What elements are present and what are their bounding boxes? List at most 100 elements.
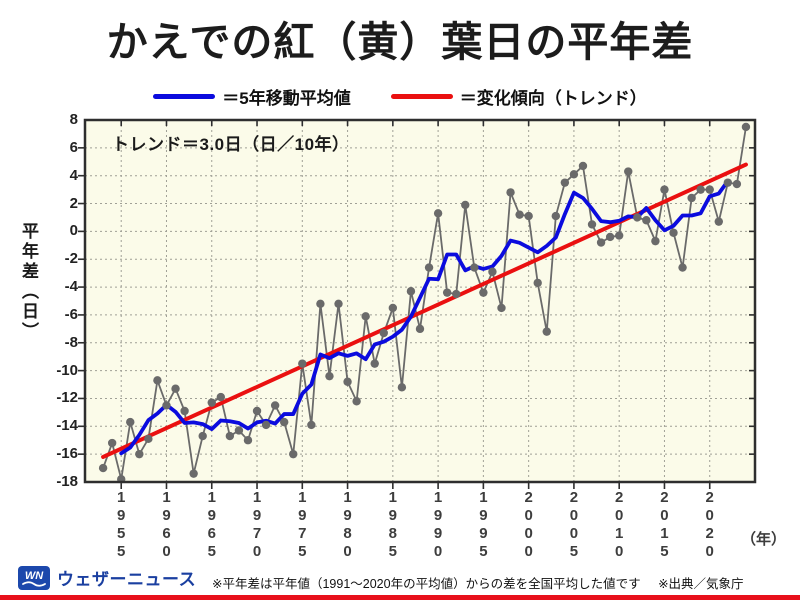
data-point	[225, 431, 235, 441]
bottom-red-bar	[0, 595, 800, 600]
trend-annotation: トレンド＝3.0日（日／10年）	[112, 135, 350, 154]
data-point	[234, 426, 244, 435]
data-point	[488, 267, 497, 276]
plot-border	[83, 118, 757, 484]
data-point	[415, 324, 425, 334]
data-point	[723, 178, 733, 187]
footer-source-text: ※出典／気象庁	[658, 577, 744, 591]
data-point	[270, 401, 280, 410]
data-point	[307, 420, 316, 430]
data-point	[669, 228, 678, 237]
x-tick-label: 1960	[157, 489, 175, 561]
x-tick-label: 1965	[203, 489, 221, 561]
chart-svg	[78, 118, 757, 489]
x-tick-label: 1995	[474, 489, 492, 561]
data-point	[289, 449, 298, 459]
data-point	[678, 263, 687, 272]
data-point	[587, 220, 597, 229]
x-tick-label: 2020	[701, 489, 719, 561]
x-tick-label: 1955	[112, 489, 130, 561]
data-point	[325, 371, 334, 381]
data-point	[162, 401, 171, 410]
data-point	[605, 232, 615, 242]
y-tick-label: -4	[64, 278, 78, 296]
data-point	[261, 420, 271, 430]
y-tick-label: -10	[56, 361, 78, 379]
y-tick-label: -6	[64, 305, 78, 323]
x-tick-label: 1990	[429, 489, 447, 561]
data-point	[533, 278, 542, 288]
data-point	[732, 179, 742, 189]
data-point	[316, 299, 325, 308]
data-point	[560, 178, 570, 187]
data-point	[524, 211, 533, 221]
data-point	[352, 397, 361, 406]
data-point	[633, 213, 642, 222]
data-point	[642, 216, 651, 225]
data-point	[144, 434, 153, 444]
y-tick-label: 4	[69, 166, 78, 184]
data-point	[479, 288, 488, 297]
data-point	[596, 238, 606, 247]
y-tick-label: 2	[69, 194, 78, 212]
data-point	[243, 436, 253, 445]
data-point	[506, 188, 515, 197]
page-title: かえでの紅（黄）葉日の平年差	[106, 19, 694, 65]
legend-label-moving-average: ＝5年移動平均値	[222, 89, 351, 108]
data-point	[98, 463, 108, 473]
data-point	[614, 231, 624, 240]
x-tick-label: 2015	[655, 489, 673, 561]
x-tick-label: 1985	[384, 489, 402, 561]
blue-line-swatch-icon	[153, 94, 216, 99]
data-point	[189, 469, 198, 478]
x-axis-unit-label: （年）	[741, 531, 787, 548]
data-point	[198, 431, 207, 441]
red-line-swatch-icon	[390, 94, 453, 99]
y-tick-label: -2	[64, 250, 78, 268]
y-tick-label: 6	[69, 138, 78, 156]
y-tick-label: -12	[56, 389, 78, 407]
data-point	[126, 417, 135, 427]
data-point	[406, 287, 416, 296]
x-tick-label: 1980	[339, 489, 357, 561]
data-point	[651, 236, 660, 246]
data-point	[343, 377, 352, 386]
data-point	[551, 211, 561, 221]
data-point	[216, 392, 226, 402]
data-point	[370, 359, 379, 368]
y-tick-label: -14	[56, 417, 78, 435]
x-tick-label: 2000	[520, 489, 538, 561]
data-point	[470, 263, 479, 272]
y-tick-label: -8	[64, 333, 78, 351]
data-point	[696, 185, 705, 194]
data-point	[452, 289, 461, 299]
data-point	[334, 299, 343, 308]
data-point	[361, 312, 370, 321]
legend-label-trend: ＝変化傾向（トレンド）	[459, 89, 647, 108]
y-tick-label: 8	[69, 111, 78, 128]
data-point	[624, 167, 633, 176]
data-point	[569, 170, 579, 179]
data-point	[379, 328, 388, 338]
data-point	[515, 210, 524, 219]
data-point	[107, 438, 117, 448]
chart-legend: ＝5年移動平均値 ＝変化傾向（トレンド）	[0, 84, 800, 109]
y-tick-label: -16	[56, 445, 78, 463]
data-point	[578, 161, 588, 171]
data-point	[497, 303, 506, 313]
data-point	[171, 384, 180, 393]
legend-item-moving-average: ＝5年移動平均値	[153, 84, 351, 109]
data-point	[705, 185, 714, 194]
data-point	[660, 185, 669, 194]
data-point	[397, 383, 407, 392]
logo-text: ウェザーニュース	[57, 570, 197, 589]
data-point	[542, 327, 551, 336]
x-tick-label: 2010	[610, 489, 628, 561]
y-tick-label: 0	[69, 222, 78, 240]
x-tick-label: 1970	[248, 489, 266, 561]
data-point	[135, 449, 144, 459]
data-point	[252, 406, 262, 416]
footer-note: ※平年差は平年値（1991～2020年の平均値）からの差を全国平均した値です ※…	[212, 573, 744, 592]
wn-logo-icon: WN	[18, 565, 50, 590]
data-point	[180, 406, 189, 416]
